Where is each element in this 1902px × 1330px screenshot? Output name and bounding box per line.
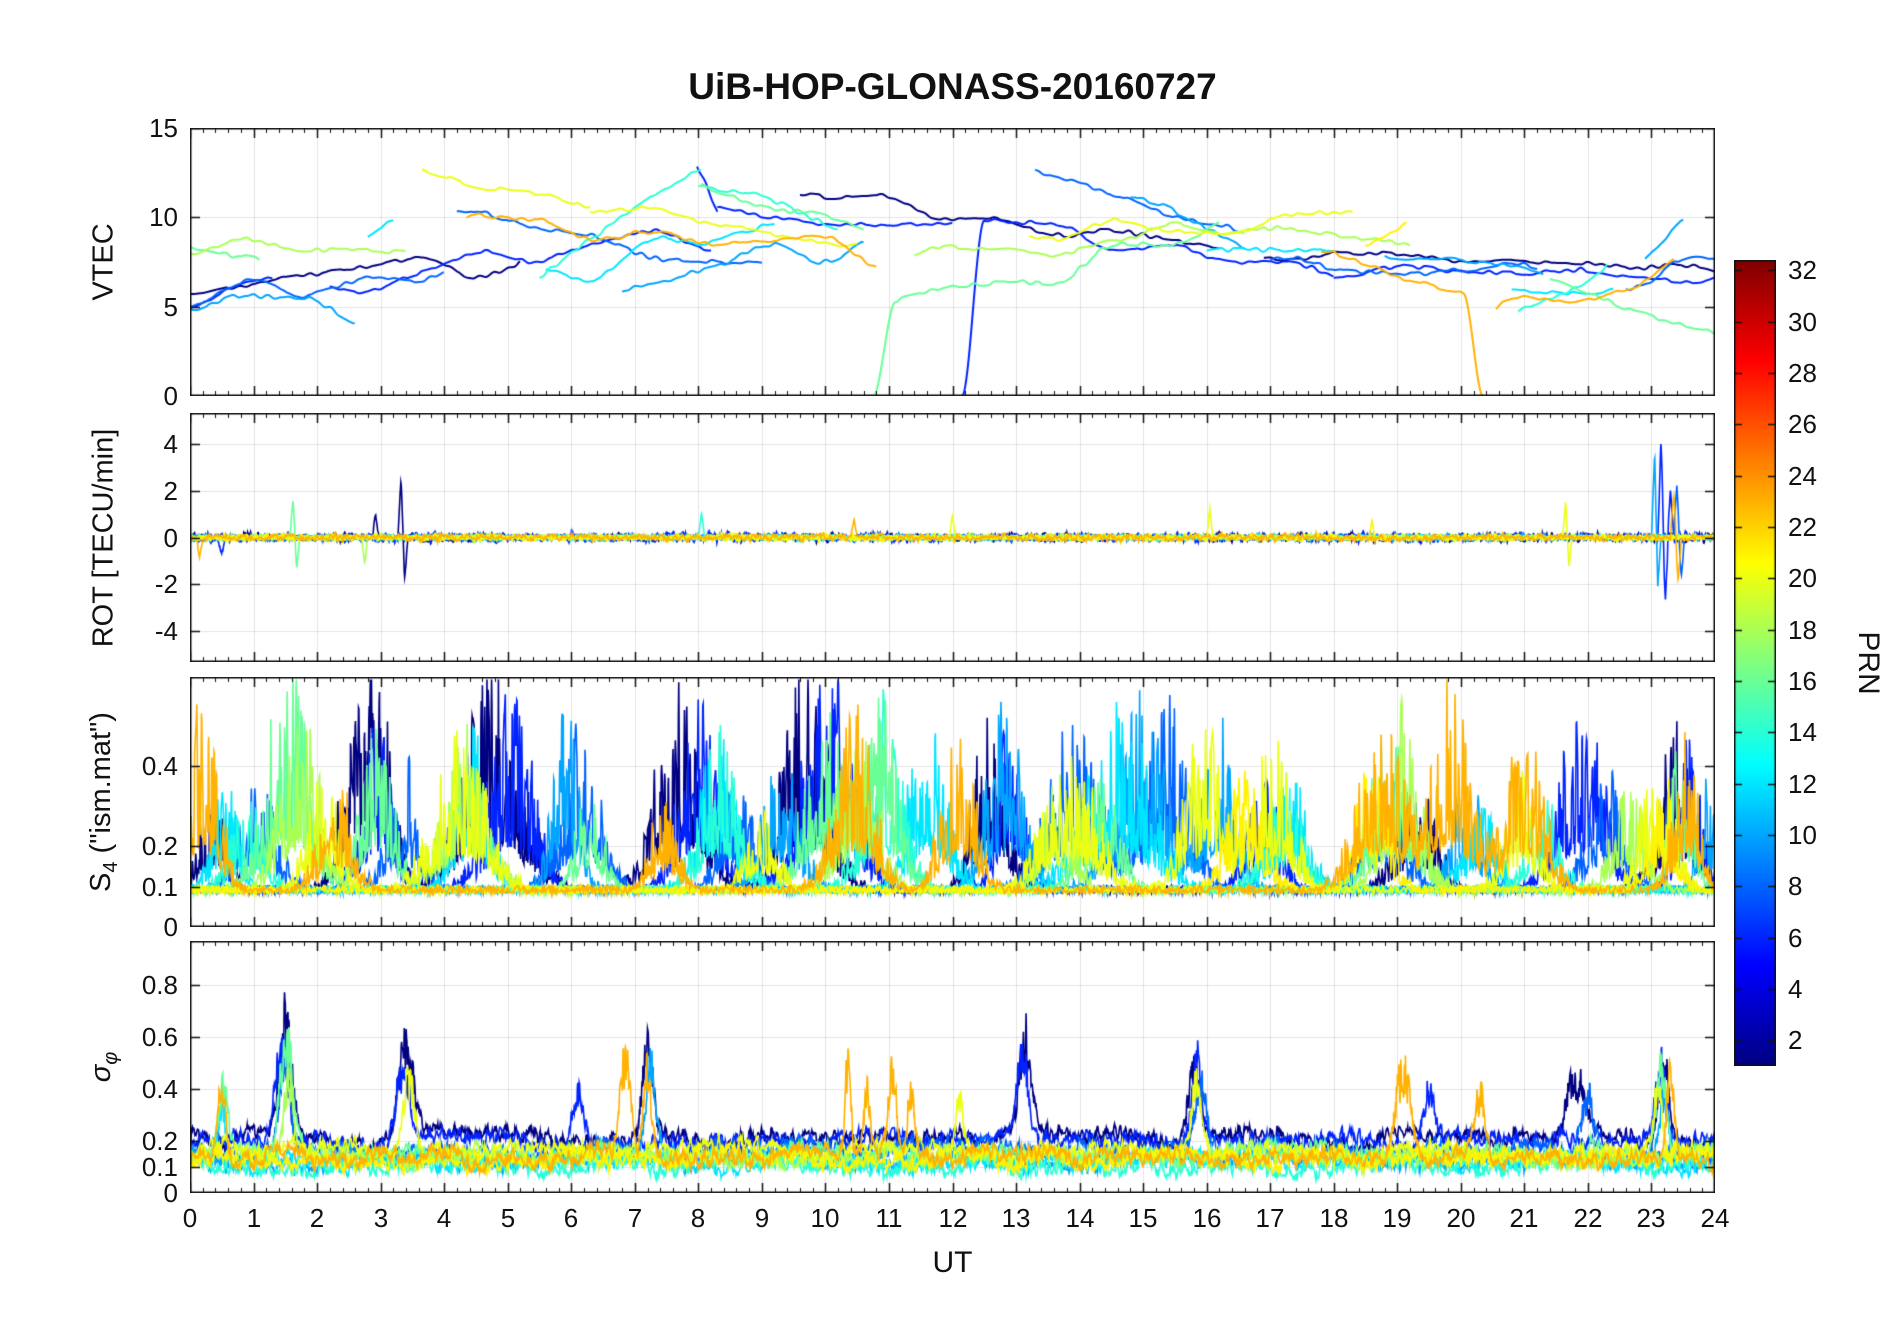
y-tick-label: 0.1 xyxy=(141,1152,178,1182)
x-tick-label: 10 xyxy=(810,1203,840,1233)
x-tick-label: 8 xyxy=(690,1203,706,1233)
colorbar-tick-label: 14 xyxy=(1788,717,1817,747)
rot-plot-canvas xyxy=(190,413,1715,662)
y-tick-label: 0.4 xyxy=(141,1074,178,1104)
x-tick-label: 24 xyxy=(1700,1203,1730,1233)
colorbar-tick-label: 10 xyxy=(1788,820,1817,850)
y-tick-label: 2 xyxy=(163,476,178,506)
x-tick-label: 15 xyxy=(1128,1203,1158,1233)
x-tick-label: 16 xyxy=(1192,1203,1222,1233)
y-tick-label: 0.1 xyxy=(141,872,178,902)
sigmaphi-plot-canvas xyxy=(190,941,1715,1193)
y-tick-label: 0.8 xyxy=(141,970,178,1000)
y-axis-label-vtec: VTEC xyxy=(87,223,120,301)
x-tick-label: 11 xyxy=(875,1203,903,1233)
colorbar-label: PRN xyxy=(1852,631,1885,695)
vtec-plot-canvas xyxy=(190,128,1715,396)
colorbar-tick-label: 6 xyxy=(1788,923,1803,953)
x-tick-label: 18 xyxy=(1319,1203,1349,1233)
x-tick-label: 7 xyxy=(627,1203,643,1233)
colorbar-tick-label: 16 xyxy=(1788,666,1817,696)
x-tick-label: 9 xyxy=(754,1203,770,1233)
s4-plot-canvas xyxy=(190,677,1715,927)
x-tick-label: 21 xyxy=(1509,1203,1539,1233)
x-tick-label: 4 xyxy=(436,1203,452,1233)
colorbar-tick-label: 12 xyxy=(1788,769,1817,799)
x-tick-label: 0 xyxy=(182,1203,198,1233)
colorbar-tick-label: 22 xyxy=(1788,512,1817,542)
y-tick-label: 0.2 xyxy=(141,1126,178,1156)
x-tick-label: 1 xyxy=(246,1203,262,1233)
y-tick-label: 5 xyxy=(163,292,178,322)
colorbar-tick-label: 30 xyxy=(1788,307,1817,337)
y-tick-label: 0.4 xyxy=(141,751,178,781)
colorbar-tick-label: 26 xyxy=(1788,409,1817,439)
colorbar-tick-label: 24 xyxy=(1788,461,1817,491)
y-tick-label: 0.6 xyxy=(141,1022,178,1052)
x-axis-label: UT xyxy=(932,1246,973,1279)
chart-title: UiB-HOP-GLONASS-20160727 xyxy=(688,66,1217,107)
y-tick-label: 0 xyxy=(163,912,178,942)
y-axis-label-s4: S4 ("ism.mat") xyxy=(85,712,122,892)
y-tick-label: 0.2 xyxy=(141,831,178,861)
y-tick-label: -4 xyxy=(154,616,178,646)
y-tick-label: 15 xyxy=(149,113,178,143)
colorbar-tick-label: 20 xyxy=(1788,563,1817,593)
colorbar-tick-label: 18 xyxy=(1788,615,1817,645)
x-tick-label: 12 xyxy=(938,1203,968,1233)
x-tick-label: 17 xyxy=(1255,1203,1285,1233)
y-tick-label: 10 xyxy=(149,202,178,232)
x-tick-label: 13 xyxy=(1001,1203,1031,1233)
x-tick-label: 22 xyxy=(1573,1203,1603,1233)
y-tick-label: 0 xyxy=(163,523,178,553)
y-tick-label: 0 xyxy=(163,381,178,411)
x-tick-label: 23 xyxy=(1636,1203,1666,1233)
colorbar-tick-label: 32 xyxy=(1788,255,1817,285)
x-tick-label: 19 xyxy=(1382,1203,1412,1233)
y-tick-label: 0 xyxy=(163,1178,178,1208)
x-tick-label: 2 xyxy=(309,1203,325,1233)
colorbar-tick-label: 2 xyxy=(1788,1025,1803,1055)
x-tick-label: 14 xyxy=(1065,1203,1095,1233)
x-tick-label: 6 xyxy=(563,1203,579,1233)
prn-colorbar xyxy=(1734,260,1776,1066)
y-tick-label: -2 xyxy=(154,569,178,599)
y-tick-label: 4 xyxy=(163,429,178,459)
x-tick-label: 5 xyxy=(500,1203,516,1233)
colorbar-tick-label: 4 xyxy=(1788,974,1803,1004)
colorbar-tick-label: 28 xyxy=(1788,358,1817,388)
x-tick-label: 3 xyxy=(373,1203,389,1233)
colorbar-tick-label: 8 xyxy=(1788,871,1803,901)
x-tick-label: 20 xyxy=(1446,1203,1476,1233)
